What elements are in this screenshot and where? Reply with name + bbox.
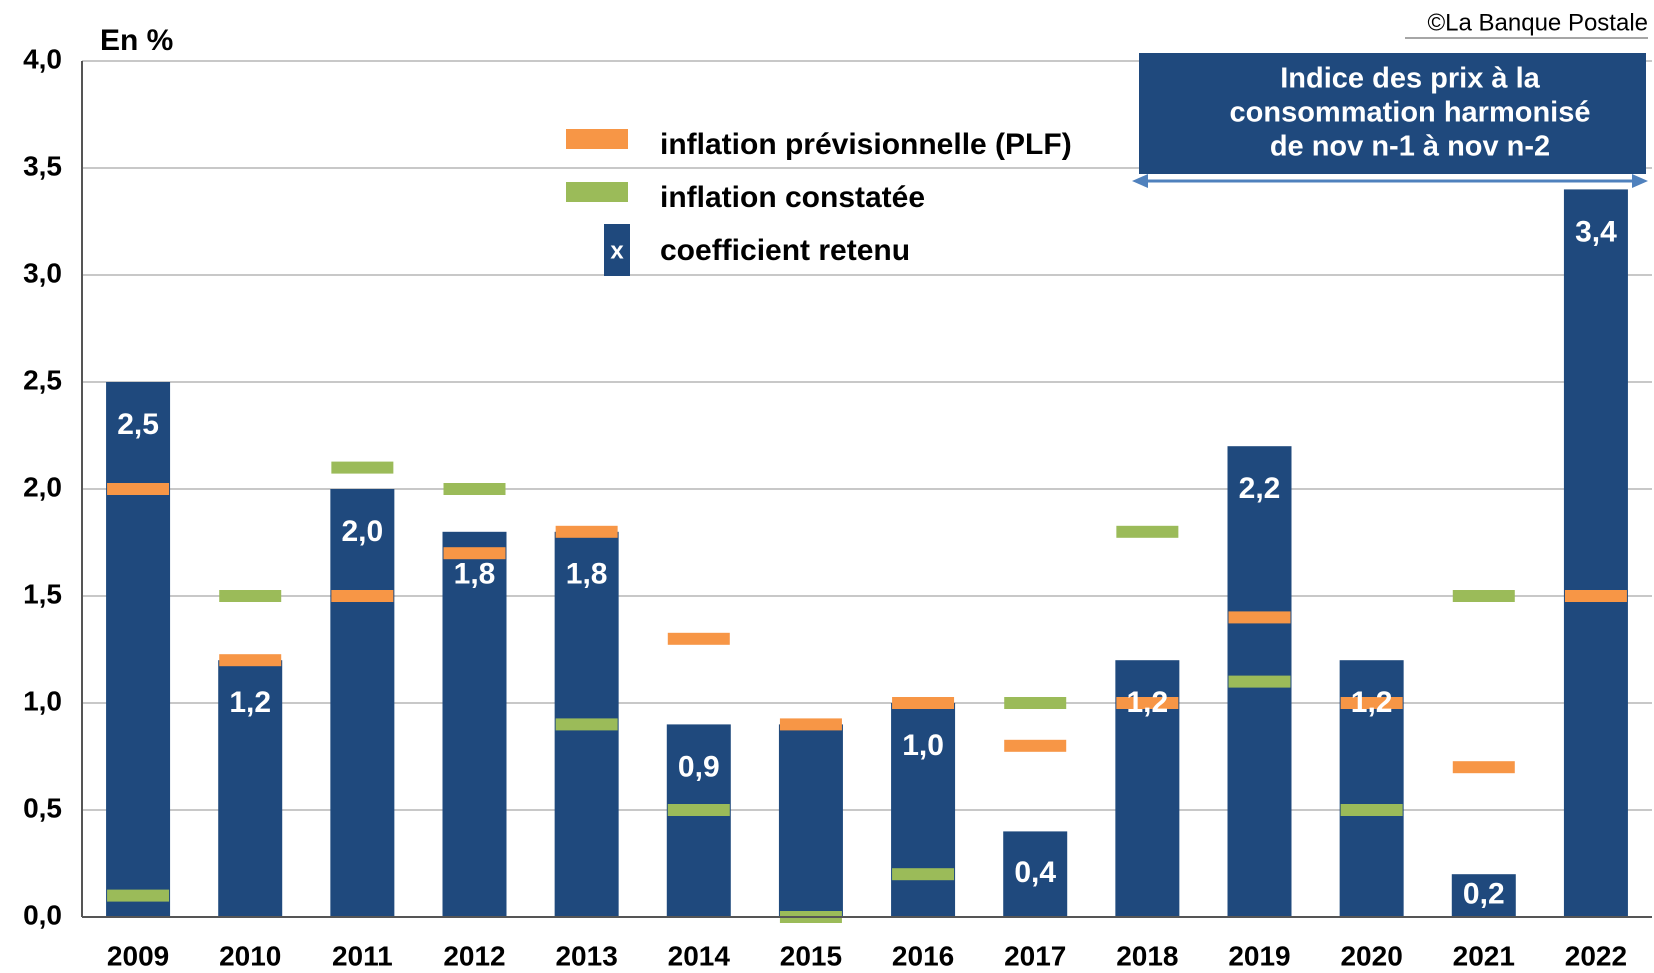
legend-label: coefficient retenu	[660, 234, 910, 267]
value-label: 1,8	[566, 558, 608, 591]
x-tick-label: 2017	[1004, 940, 1066, 971]
annotation-text: Indice des prix à la	[1280, 63, 1540, 95]
x-tick-label: 2022	[1565, 940, 1627, 971]
bar	[1563, 189, 1628, 917]
x-tick-label: 2020	[1340, 940, 1402, 971]
inflation-marker	[1116, 525, 1179, 538]
inflation-marker	[555, 525, 618, 538]
x-tick-label: 2014	[668, 940, 731, 971]
value-label: 0,4	[1014, 856, 1056, 889]
bar	[218, 660, 283, 917]
legend-swatch	[566, 129, 628, 149]
legend-label: inflation constatée	[660, 181, 925, 214]
inflation-marker	[331, 590, 394, 602]
inflation-marker	[443, 483, 506, 495]
inflation-marker	[1340, 697, 1403, 709]
value-label: 3,4	[1575, 215, 1617, 248]
x-tick-label: 2018	[1116, 940, 1178, 971]
y-tick-label: 0,5	[23, 792, 62, 823]
inflation-marker	[779, 718, 842, 731]
y-tick-label: 0,0	[23, 899, 62, 930]
inflation-marker	[331, 461, 394, 474]
x-tick-label: 2012	[443, 940, 505, 971]
inflation-marker	[443, 547, 506, 560]
value-label: 2,0	[341, 515, 383, 548]
y-tick-label: 2,5	[23, 364, 62, 395]
x-tick-label: 2016	[892, 940, 954, 971]
bar	[891, 703, 956, 917]
inflation-marker	[1564, 590, 1627, 602]
annotation-text: consommation harmonisé	[1230, 97, 1591, 129]
inflation-marker	[1340, 804, 1403, 816]
inflation-marker	[219, 654, 282, 667]
source: ©La Banque Postale	[1427, 9, 1648, 36]
y-tick-label: 2,0	[23, 471, 62, 502]
annotation-box	[1139, 53, 1646, 174]
inflation-marker	[892, 697, 955, 709]
value-label: 1,2	[1351, 686, 1393, 719]
inflation-marker	[107, 483, 170, 495]
value-label: 1,2	[1126, 686, 1168, 719]
y-tick-label: 3,0	[23, 257, 62, 288]
value-label: 1,8	[454, 558, 496, 591]
bar	[330, 489, 395, 917]
y-tick-label: 3,5	[23, 150, 62, 181]
x-tick-label: 2021	[1453, 940, 1515, 971]
inflation-marker	[1228, 611, 1291, 624]
legend-swatch	[566, 182, 628, 202]
arrow-head	[1632, 174, 1648, 188]
annotation-text: de nov n-1 à nov n-2	[1270, 131, 1550, 163]
x-tick-label: 2009	[107, 940, 169, 971]
bar	[666, 724, 731, 917]
x-tick-label: 2015	[780, 940, 842, 971]
inflation-marker	[667, 632, 730, 645]
x-tick-label: 2013	[555, 940, 617, 971]
legend-label: inflation prévisionnelle (PLF)	[660, 128, 1072, 161]
inflation-marker	[219, 590, 282, 602]
bar	[778, 724, 843, 917]
inflation-marker	[1004, 739, 1067, 752]
inflation-marker	[1004, 697, 1067, 709]
bar	[1451, 874, 1516, 917]
legend-symbol: x	[610, 237, 624, 264]
y-tick-label: 1,5	[23, 578, 62, 609]
inflation-marker	[1452, 761, 1515, 774]
x-tick-label: 2019	[1228, 940, 1290, 971]
inflation-marker	[555, 718, 618, 731]
bar	[442, 531, 507, 917]
value-label: 2,5	[117, 408, 159, 441]
inflation-marker	[1228, 675, 1291, 688]
x-tick-label: 2010	[219, 940, 281, 971]
value-label: 0,2	[1463, 878, 1505, 911]
y-unit-label: En %	[100, 24, 173, 57]
value-label: 1,0	[902, 729, 944, 762]
bar	[1003, 831, 1068, 917]
value-label: 1,2	[229, 686, 271, 719]
legend-swatch	[604, 224, 630, 276]
arrow-head	[1132, 174, 1148, 188]
y-tick-label: 1,0	[23, 685, 62, 716]
inflation-marker	[667, 804, 730, 816]
inflation-marker	[107, 889, 170, 902]
bar	[106, 382, 171, 917]
x-tick-label: 2011	[332, 940, 393, 971]
value-label: 0,9	[678, 750, 720, 783]
inflation-marker	[1452, 590, 1515, 602]
y-tick-label: 4,0	[23, 43, 62, 74]
inflation-marker	[892, 868, 955, 881]
value-label: 2,2	[1239, 472, 1281, 505]
inflation-marker	[1116, 697, 1179, 709]
